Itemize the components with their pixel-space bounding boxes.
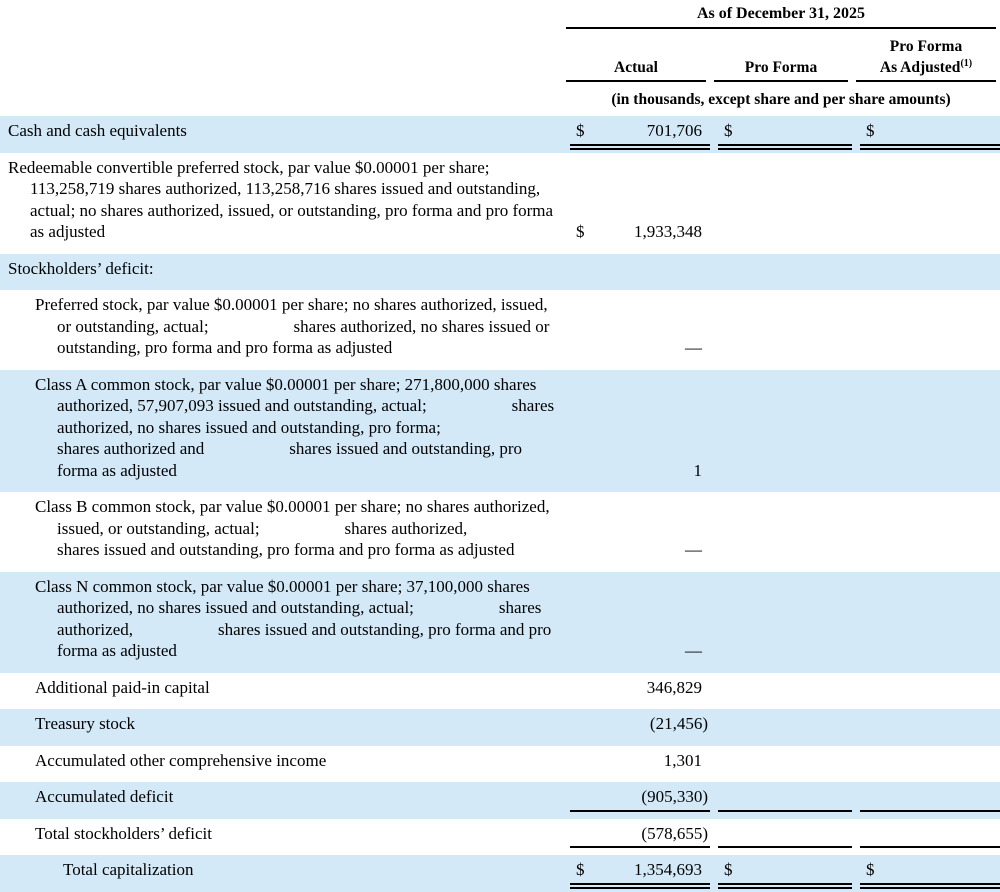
cell-pro-forma-as-adjusted [860, 698, 1000, 706]
cell-actual: (21,456) [570, 713, 710, 743]
section-header-row: Stockholders’ deficit: [0, 253, 1000, 291]
cell-actual: (578,655) [570, 823, 710, 849]
cell-pro-forma-as-adjusted [860, 844, 1000, 849]
cell-value: 346,829 [646, 677, 702, 697]
cell-pro-forma-as-adjusted [860, 561, 1000, 569]
cell-pro-forma [718, 359, 852, 367]
table-row: Cash and cash equivalents $701,706 $ $ [0, 116, 1000, 153]
cell-pro-forma [718, 279, 852, 287]
table-row: Class B common stock, par value $0.00001… [0, 492, 1000, 572]
row-label: Additional paid-in capital [0, 676, 570, 704]
footnote-reference: (1) [960, 58, 973, 69]
column-header-pro-forma: Pro Forma [714, 59, 848, 83]
table-row: Class N common stock, par value $0.00001… [0, 571, 1000, 673]
cell-actual: — [570, 640, 710, 670]
dollar-sign: $ [724, 121, 733, 141]
row-label: Cash and cash equivalents [0, 120, 570, 148]
row-label: Accumulated deficit [0, 786, 570, 814]
dollar-sign: $ [576, 222, 585, 242]
cell-pro-forma-as-adjusted [860, 481, 1000, 489]
section-title: Stockholders’ deficit: [0, 258, 570, 285]
cell-pro-forma-as-adjusted [860, 359, 1000, 367]
cell-actual: 1 [570, 460, 710, 490]
dollar-sign: $ [576, 860, 585, 880]
row-label: Class A common stock, par value $0.00001… [0, 373, 570, 487]
cell-value: 701,706 [646, 121, 702, 141]
dollar-sign: $ [724, 860, 733, 880]
cell-actual: 1,301 [570, 750, 710, 780]
as-of-date-heading: As of December 31, 2025 [566, 4, 996, 29]
cell-actual: — [570, 337, 710, 367]
table-row: Preferred stock, par value $0.00001 per … [0, 290, 1000, 370]
units-note: (in thousands, except share and per shar… [611, 91, 951, 109]
cell-pro-forma [718, 662, 852, 670]
table-row: Class A common stock, par value $0.00001… [0, 369, 1000, 493]
table-row: Accumulated other comprehensive income 1… [0, 746, 1000, 783]
column-headers: Actual Pro Forma Pro Forma As Adjusted(1… [566, 38, 996, 83]
cell-value: — [685, 540, 702, 560]
cell-pro-forma-as-adjusted: $ [860, 120, 1000, 150]
cell-pro-forma: $ [718, 120, 852, 150]
cell-actual [570, 279, 710, 287]
cell-pro-forma [718, 808, 852, 812]
cell-actual: $701,706 [570, 120, 710, 150]
cell-actual: $1,933,348 [570, 221, 710, 251]
cell-actual: (905,330) [570, 786, 710, 812]
cell-actual: 346,829 [570, 677, 710, 707]
cell-pro-forma [718, 698, 852, 706]
row-label: Total capitalization [0, 859, 570, 887]
row-label: Class N common stock, par value $0.00001… [0, 575, 570, 668]
dollar-sign: $ [866, 121, 875, 141]
cell-value: 1 [693, 460, 703, 480]
cell-value: (578,655) [641, 823, 708, 843]
table-row: Total stockholders’ deficit (578,655) [0, 819, 1000, 856]
table-row: Accumulated deficit (905,330) [0, 782, 1000, 819]
row-label: Treasury stock [0, 713, 570, 741]
table-row: Total capitalization $1,354,693 $ $ [0, 855, 1000, 892]
table-row: Treasury stock (21,456) [0, 709, 1000, 746]
cell-pro-forma-as-adjusted [860, 771, 1000, 779]
row-label: Class B common stock, par value $0.00001… [0, 496, 570, 567]
table-row: Additional paid-in capital 346,829 [0, 673, 1000, 710]
cell-pro-forma-as-adjusted [860, 735, 1000, 743]
row-label: Accumulated other comprehensive income [0, 749, 570, 777]
cell-pro-forma [718, 735, 852, 743]
cell-pro-forma [718, 771, 852, 779]
cell-value: 1,301 [663, 750, 702, 770]
column-header-pro-forma-as-adjusted: Pro Forma As Adjusted(1) [856, 38, 996, 83]
cell-pro-forma [718, 561, 852, 569]
cell-pro-forma: $ [718, 859, 852, 889]
row-label: Preferred stock, par value $0.00001 per … [0, 294, 570, 365]
cell-pro-forma-as-adjusted: $ [860, 859, 1000, 889]
cell-pro-forma [718, 481, 852, 489]
cell-pro-forma-as-adjusted [860, 662, 1000, 670]
cell-value: — [685, 641, 702, 661]
cell-value: (905,330) [641, 787, 708, 807]
cell-pro-forma-as-adjusted [860, 279, 1000, 287]
table-header: As of December 31, 2025 Actual Pro Forma… [566, 4, 996, 109]
cell-value: 1,933,348 [634, 222, 702, 242]
cell-pro-forma-as-adjusted [860, 808, 1000, 812]
column-header-actual: Actual [566, 59, 706, 83]
cell-actual: $1,354,693 [570, 859, 710, 889]
cell-value: (21,456) [649, 714, 708, 734]
row-label: Redeemable convertible preferred stock, … [0, 156, 570, 249]
cell-actual: — [570, 539, 710, 569]
table-row: Redeemable convertible preferred stock, … [0, 153, 1000, 254]
dollar-sign: $ [866, 860, 875, 880]
dollar-sign: $ [576, 121, 585, 141]
row-label: Total stockholders’ deficit [0, 822, 570, 850]
cell-value: 1,354,693 [634, 860, 702, 880]
cell-value: — [685, 338, 702, 358]
cell-pro-forma-as-adjusted [860, 243, 1000, 251]
cell-pro-forma [718, 243, 852, 251]
cell-pro-forma [718, 844, 852, 849]
